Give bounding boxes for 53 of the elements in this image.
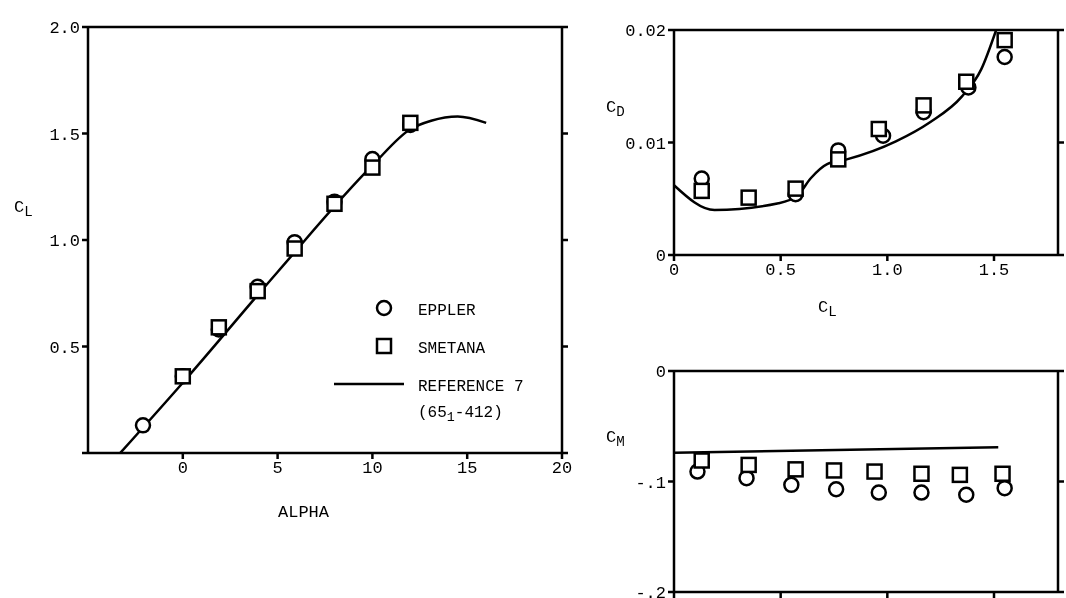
point: [915, 97, 932, 114]
point: [783, 476, 800, 494]
y-tick-label: 0: [655, 363, 666, 383]
x-axis-title: ALPHA: [278, 503, 330, 522]
y-tick-label: -.1: [635, 473, 666, 493]
y-tick-label: 0.01: [625, 134, 666, 154]
x-tick-label: 0.5: [765, 261, 796, 281]
point: [830, 151, 847, 168]
point: [249, 282, 266, 300]
y-tick-label: 2.0: [49, 19, 80, 39]
point: [740, 456, 757, 474]
point: [951, 466, 969, 484]
point: [958, 486, 975, 504]
point: [286, 240, 303, 257]
legend-label: SMETANA: [418, 338, 487, 360]
point: [913, 465, 930, 483]
y-tick-label: 0: [655, 247, 666, 267]
legend-label: REFERENCE 7 (65$_{1}$-412): [418, 376, 525, 427]
y-tick-label: -.2: [635, 584, 666, 598]
x-tick-label: 5: [272, 459, 283, 479]
y-tick-label: 1.0: [49, 232, 80, 252]
point: [693, 182, 710, 200]
point: [870, 120, 888, 138]
point: [740, 189, 757, 206]
point: [996, 48, 1013, 66]
x-tick-label: 20: [551, 459, 573, 479]
x-tick-label: 15: [457, 459, 478, 479]
x-tick-label: 0: [177, 459, 188, 479]
point: [996, 31, 1013, 49]
point: [787, 461, 804, 478]
y-axis-title: C$_{D}$: [606, 98, 625, 121]
x-tick-label: 1.5: [978, 261, 1010, 281]
point: [787, 180, 804, 197]
point: [866, 463, 883, 480]
x-tick-label: 10: [362, 459, 383, 479]
point: [134, 417, 152, 434]
y-tick-label: 0.5: [49, 338, 80, 358]
legend-label: EPPLER: [418, 300, 477, 322]
y-tick-label: 0.02: [625, 22, 666, 42]
point: [870, 484, 888, 501]
y-axis-title: C$_{L}$: [14, 198, 33, 221]
x-tick-label: 1.0: [872, 261, 903, 281]
point: [827, 480, 845, 498]
point: [825, 462, 843, 479]
y-tick-label: 1.5: [49, 125, 80, 145]
point: [994, 465, 1011, 483]
point: [693, 452, 710, 469]
point: [958, 73, 975, 90]
point: [364, 159, 381, 176]
point: [913, 484, 930, 501]
x-axis-title: C$_{L}$: [818, 298, 837, 321]
y-axis-title: C$_{M}$: [606, 428, 625, 451]
x-tick-label: 0: [668, 261, 680, 281]
